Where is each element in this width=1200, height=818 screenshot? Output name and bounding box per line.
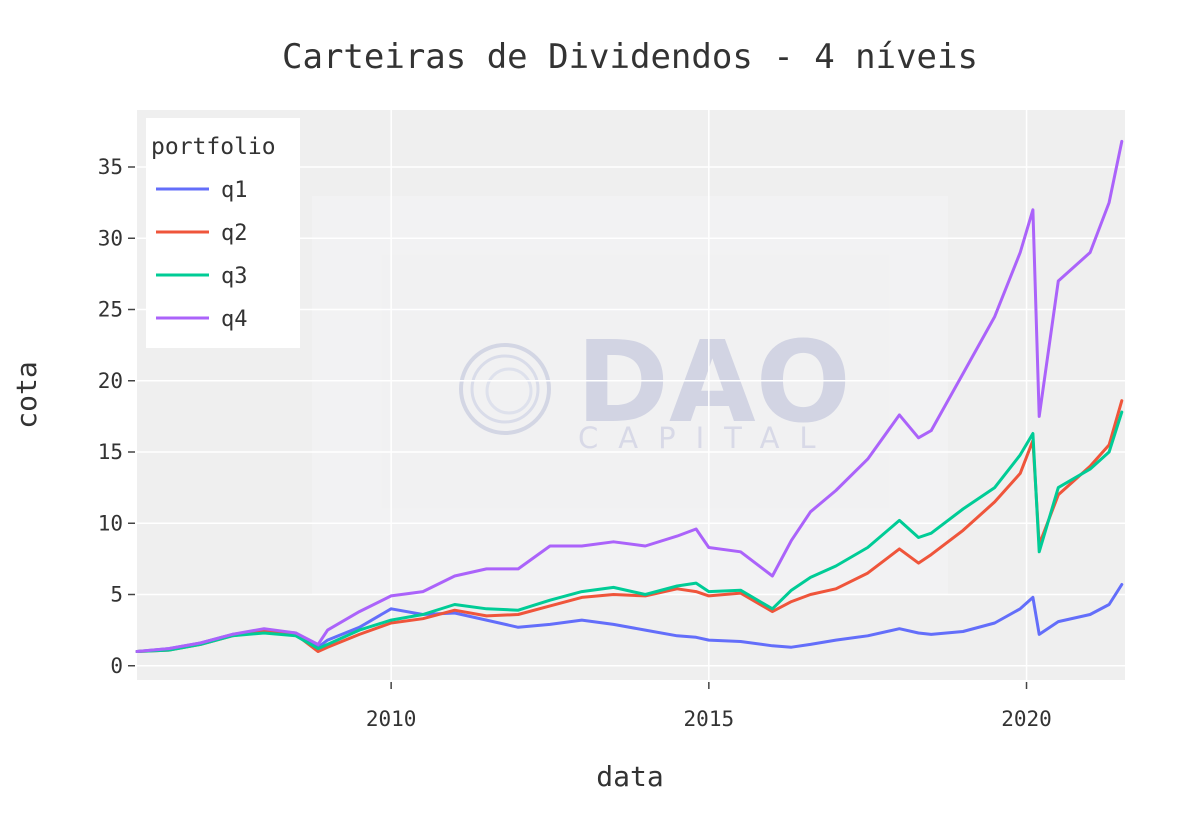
x-tick-label: 2010 [366, 707, 417, 731]
watermark-sub-text: CAPITAL [578, 421, 836, 455]
series-line-q2[interactable] [135, 399, 1124, 653]
legend-item-q1[interactable]: q1 [156, 178, 248, 203]
y-tick-label: 5 [110, 583, 123, 607]
x-axis: 2010 2015 2020 [366, 682, 1052, 731]
y-tick-label: 15 [98, 440, 123, 464]
watermark-main-text: DAO [576, 318, 851, 448]
y-tick-label: 0 [110, 654, 123, 678]
legend-item-q2[interactable]: q2 [156, 221, 248, 246]
y-axis-label: cota [10, 361, 43, 428]
y-tick-label: 35 [98, 155, 123, 179]
y-tick-label: 30 [98, 226, 123, 250]
y-tick-label: 20 [98, 369, 123, 393]
grid-lines [137, 110, 1125, 680]
watermark-ring-icon [459, 343, 551, 435]
legend-item-q4[interactable]: q4 [156, 307, 248, 332]
series-line-q4[interactable] [135, 139, 1124, 653]
series-line-q3[interactable] [135, 410, 1124, 653]
chart-title: Carteiras de Dividendos - 4 níveis [282, 37, 978, 77]
y-axis: 0 5 10 15 20 25 30 35 [98, 155, 135, 678]
watermark-panel [312, 196, 948, 594]
x-axis-label: data [596, 760, 663, 793]
series-layer [135, 139, 1124, 653]
legend-label: q4 [221, 307, 248, 332]
series-line-q1[interactable] [135, 583, 1124, 653]
watermark-logo: DAO CAPITAL [312, 196, 948, 594]
x-tick-label: 2015 [684, 707, 735, 731]
legend-label: q2 [221, 221, 248, 246]
y-tick-label: 10 [98, 511, 123, 535]
y-tick-label: 25 [98, 298, 123, 322]
x-tick-label: 2020 [1001, 707, 1052, 731]
legend-label: q3 [221, 264, 248, 289]
legend-title: portfolio [151, 134, 276, 160]
legend[interactable]: portfolio q1 q2 q3 q4 [146, 118, 300, 348]
legend-label: q1 [221, 178, 248, 203]
legend-item-q3[interactable]: q3 [156, 264, 248, 289]
